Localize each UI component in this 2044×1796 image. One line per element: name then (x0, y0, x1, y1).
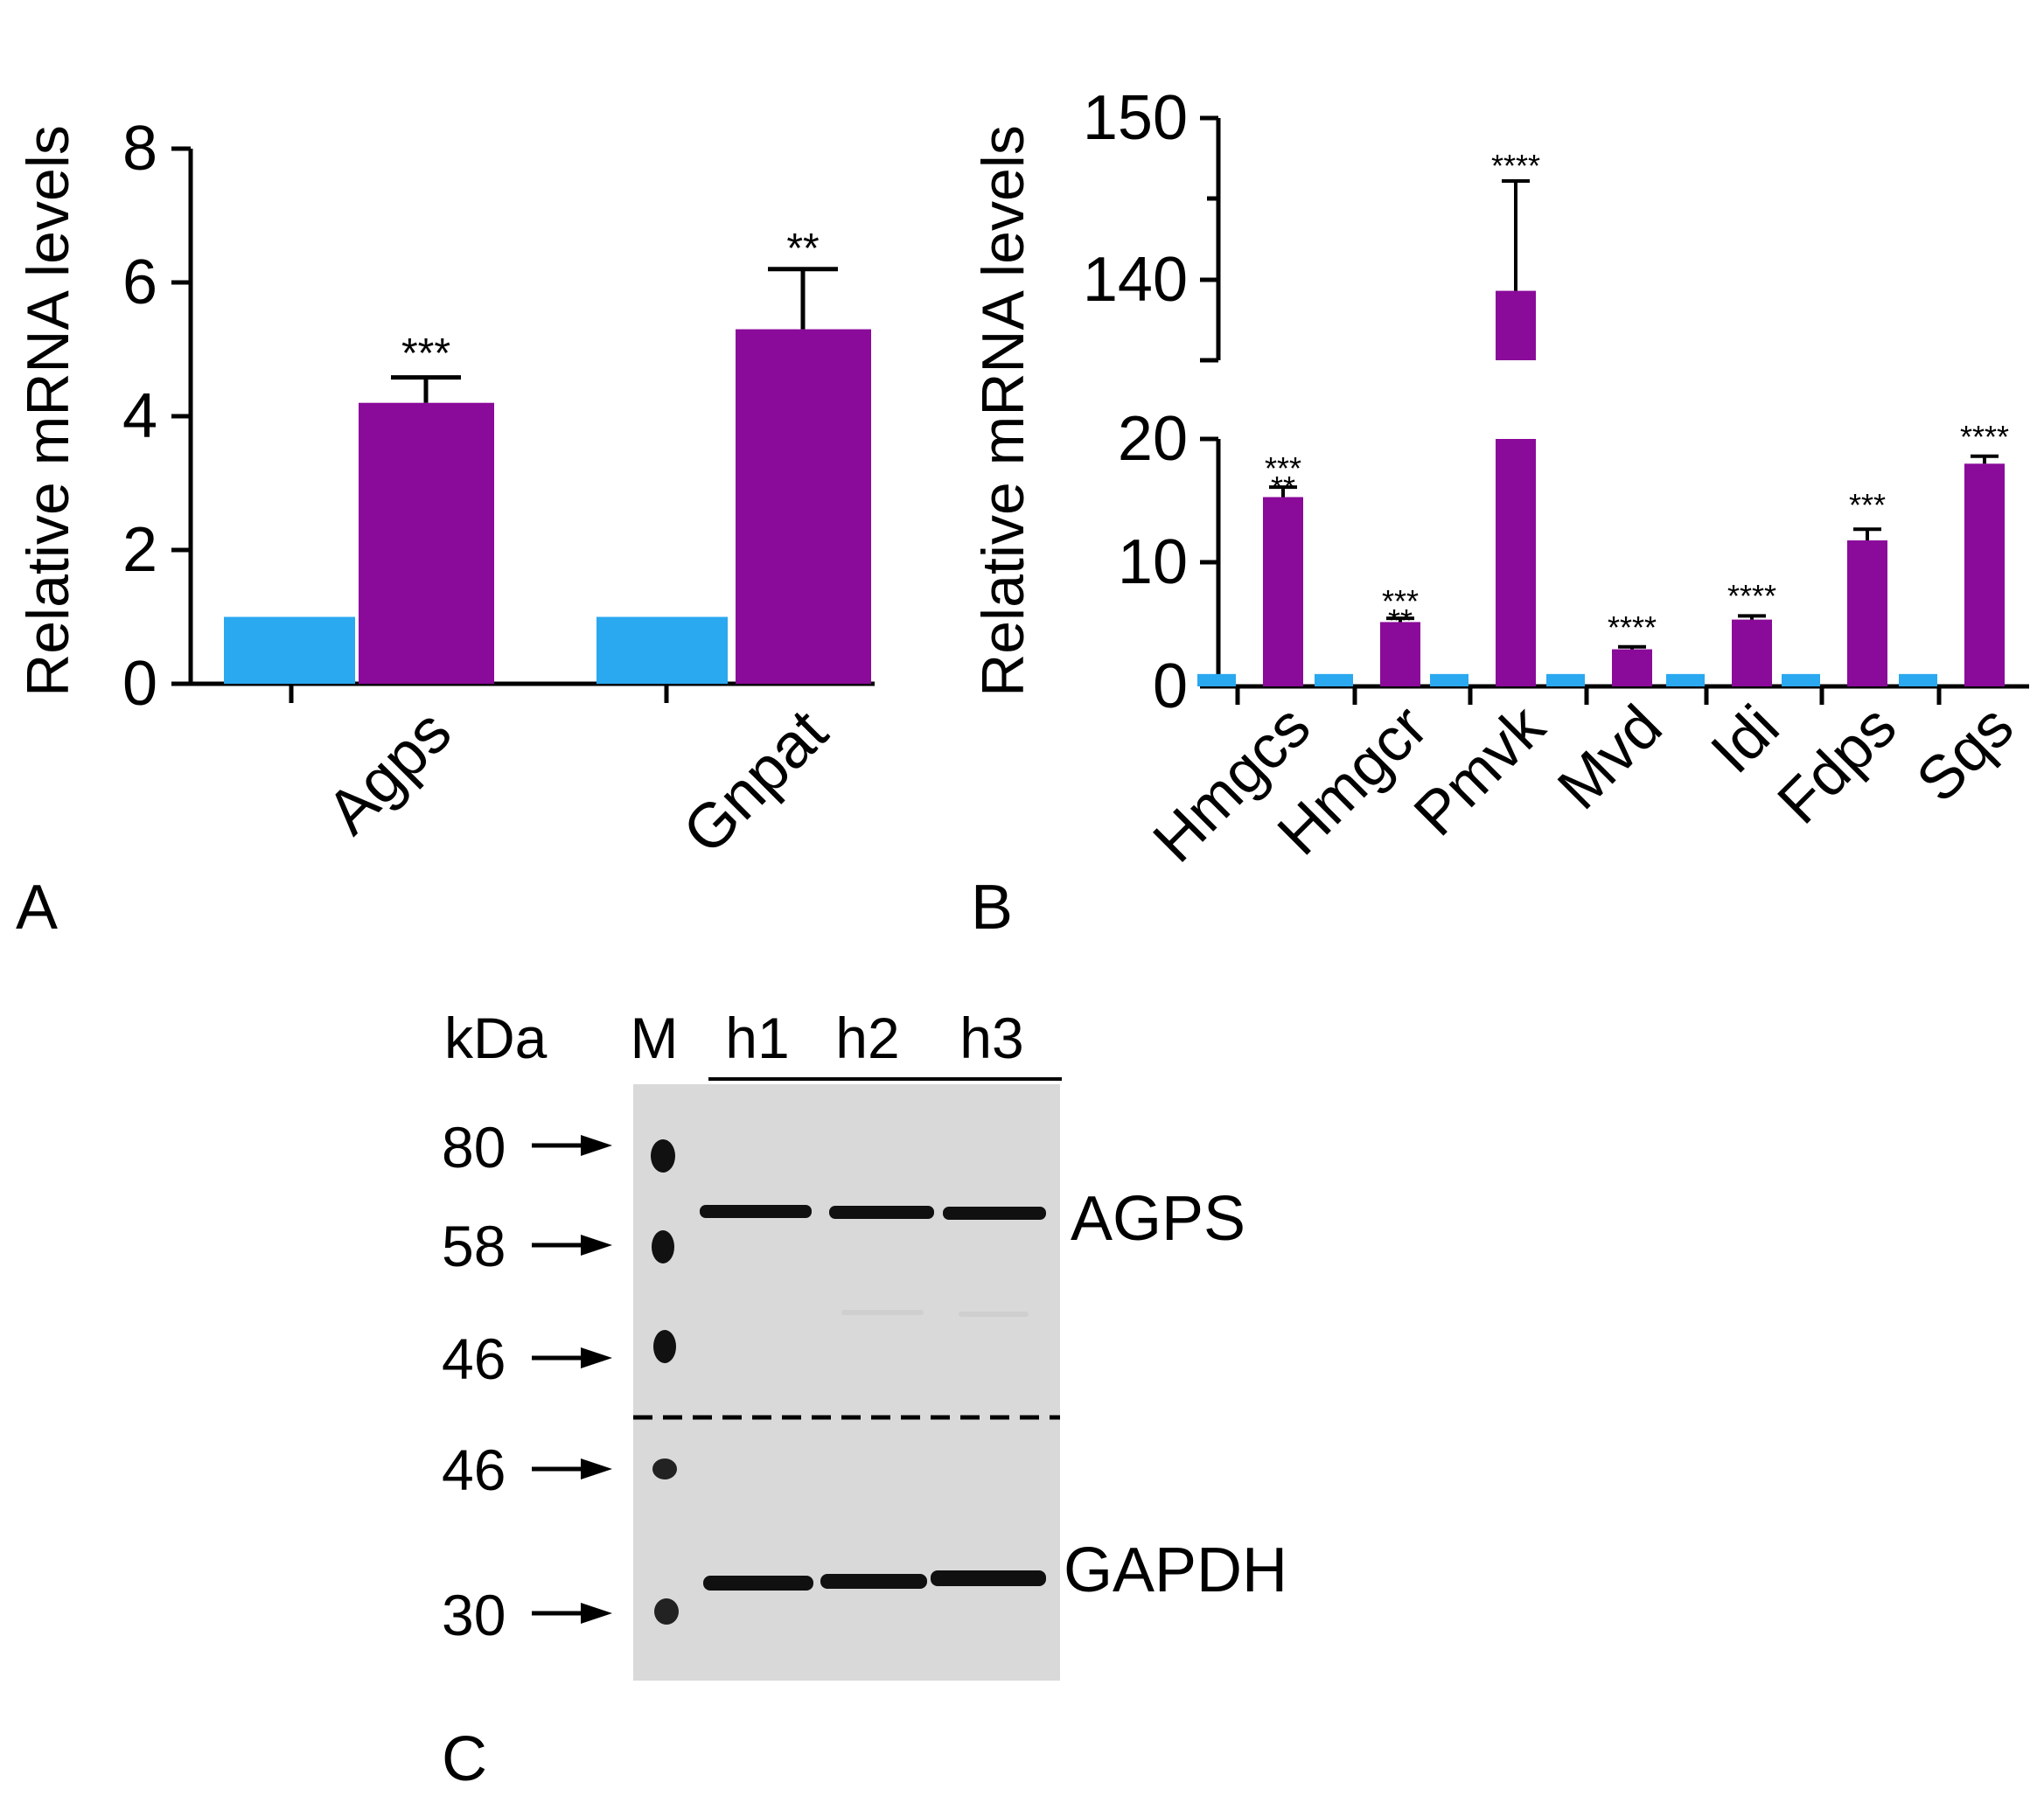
panel-b-label: B (971, 873, 1013, 943)
panel-b-sig-sqs: **** (1960, 419, 2009, 455)
marker-spot-46a (653, 1330, 676, 1363)
band-gapdh-h2 (820, 1574, 927, 1589)
panel-b-chart: Relative mRNA levels 150 140 20 10 0 ***… (970, 83, 2029, 943)
panel-a-sig-agps: *** (401, 331, 450, 377)
band-faint-h2 (841, 1310, 924, 1315)
marker-label-80: 80 (442, 1115, 506, 1180)
panel-b-errorbar-mvd (1618, 644, 1646, 650)
panel-b-ytick-label-20: 20 (1118, 404, 1188, 474)
panel-a-label: A (16, 873, 58, 943)
panel-b-bar-pmvk-treated-upper (1496, 290, 1536, 360)
panel-b-xlabel-idi: Idi (1698, 692, 1791, 785)
blot-lane-h2: h2 (835, 1006, 899, 1070)
marker-label-46a: 46 (442, 1326, 506, 1391)
panel-b-bar-fdps-treated (1847, 540, 1887, 686)
panel-b-bar-idi-treated (1732, 619, 1772, 686)
panel-b-bars (1197, 290, 2005, 686)
panel-b-bar-hmgcr-treated (1380, 622, 1420, 686)
panel-b-xlabel-pmvk: Pmvk (1401, 692, 1559, 849)
panel-b-errorbar-idi (1738, 614, 1766, 620)
panel-a-ytick-label-4: 4 (122, 381, 157, 451)
panel-c-label: C (442, 1724, 487, 1794)
blot-kda-label: kDa (444, 1006, 548, 1070)
band-label-agps: AGPS (1071, 1184, 1245, 1254)
panel-a-bar-agps-control (224, 616, 355, 684)
blot-membrane (633, 1084, 1060, 1681)
panel-b-xlabel-mvd: Mvd (1545, 692, 1675, 822)
panel-a-sig-gnpat: ** (786, 226, 819, 272)
band-agps-h2 (829, 1206, 934, 1219)
panel-b-errorbar-sqs (1971, 454, 1999, 464)
marker-spot-80 (651, 1139, 675, 1173)
panel-a-bar-gnpat-control (596, 616, 728, 684)
marker-spot-30 (654, 1598, 679, 1625)
panel-b-bar-fdps-control (1782, 673, 1820, 686)
band-gapdh-h1 (703, 1576, 813, 1591)
panel-b-sig-pmvk: **** (1491, 148, 1540, 184)
panel-b-bar-hmgcr-control (1315, 673, 1353, 686)
panel-b-bar-pmvk-control (1430, 673, 1468, 686)
band-faint-h3 (959, 1312, 1029, 1317)
blot-lane-h1: h1 (725, 1006, 789, 1070)
panel-b-bar-idi-control (1666, 673, 1705, 686)
panel-b-bar-hmgcs-treated (1263, 497, 1303, 686)
blot-lane-m: M (631, 1006, 679, 1070)
marker-arrow-80 (532, 1135, 612, 1156)
marker-arrow-58 (532, 1235, 612, 1256)
panel-b-ytick-label-0: 0 (1153, 651, 1188, 721)
blot-lane-h3: h3 (959, 1006, 1023, 1070)
panel-a-bar-gnpat-treated (736, 329, 871, 684)
panel-a-chart: Relative mRNA levels 0 2 4 6 8 *** ** Ag… (15, 114, 875, 943)
panel-b-ytick-label-10: 10 (1118, 527, 1188, 597)
panel-b-errorbars (1269, 179, 1999, 650)
panel-b-xticks (1235, 686, 1942, 705)
band-agps-h3 (943, 1207, 1046, 1220)
marker-label-30: 30 (442, 1583, 506, 1647)
band-label-gapdh: GAPDH (1064, 1535, 1287, 1605)
panel-b-bar-pmvk-treated-lower (1496, 439, 1536, 686)
marker-spot-46b (652, 1458, 677, 1479)
panel-b-errorbar-hmgcr (1386, 616, 1414, 623)
panel-b-errorbar-hmgcs (1269, 485, 1297, 498)
panel-b-bar-mvd-treated (1612, 649, 1652, 686)
panel-b-sig-hmgcr: *** ** (1382, 583, 1419, 638)
panel-a-ylabel: Relative mRNA levels (15, 125, 81, 697)
panel-b-xlabel-fdps: Fdps (1764, 692, 1908, 836)
band-gapdh-h3 (931, 1570, 1046, 1586)
panel-b-bar-sqs-treated (1964, 463, 2005, 686)
panel-a-ytick-label-8: 8 (122, 114, 157, 184)
panel-b-bar-mvd-control (1546, 673, 1585, 686)
panel-a-xlabel-gnpat: Gnpat (670, 697, 841, 867)
panel-a-bar-agps-treated (359, 402, 494, 684)
band-agps-h1 (700, 1205, 812, 1218)
panel-b-sig-fdps: *** (1849, 487, 1886, 523)
marker-arrow-46b (532, 1458, 612, 1479)
panel-a-errorbar-gnpat (768, 267, 838, 330)
panel-b-sig-hmgcs: *** ** (1265, 450, 1301, 505)
marker-spot-58 (652, 1230, 674, 1263)
panel-b-ylabel: Relative mRNA levels (970, 125, 1036, 697)
panel-b-bar-hmgcs-control (1197, 673, 1236, 686)
panel-b-xlabel-sqs: Sqs (1903, 692, 2026, 814)
panel-b-errorbar-pmvk (1502, 179, 1530, 291)
panel-b-sig-mvd: **** (1608, 609, 1657, 645)
panel-c-blot: kDa M h1 h2 h3 80 58 46 46 30 (442, 1006, 1287, 1794)
panel-a-ytick-label-6: 6 (122, 247, 157, 317)
marker-arrow-30 (532, 1603, 612, 1624)
panel-a-ytick-label-0: 0 (122, 649, 157, 719)
panel-b-ytick-label-150: 150 (1083, 83, 1188, 153)
panel-b-sig-idi: **** (1727, 578, 1776, 614)
panel-b-ytick-label-140: 140 (1083, 245, 1188, 315)
panel-b-errorbar-fdps (1853, 527, 1881, 541)
panel-a-errorbar-agps (391, 375, 461, 403)
marker-arrow-46a (532, 1347, 612, 1368)
panel-a-xlabel-agps: Agps (314, 697, 465, 848)
panel-b-bar-sqs-control (1899, 673, 1937, 686)
marker-label-46b: 46 (442, 1437, 506, 1502)
panel-a-ytick-label-2: 2 (122, 515, 157, 585)
marker-label-58: 58 (442, 1214, 506, 1278)
